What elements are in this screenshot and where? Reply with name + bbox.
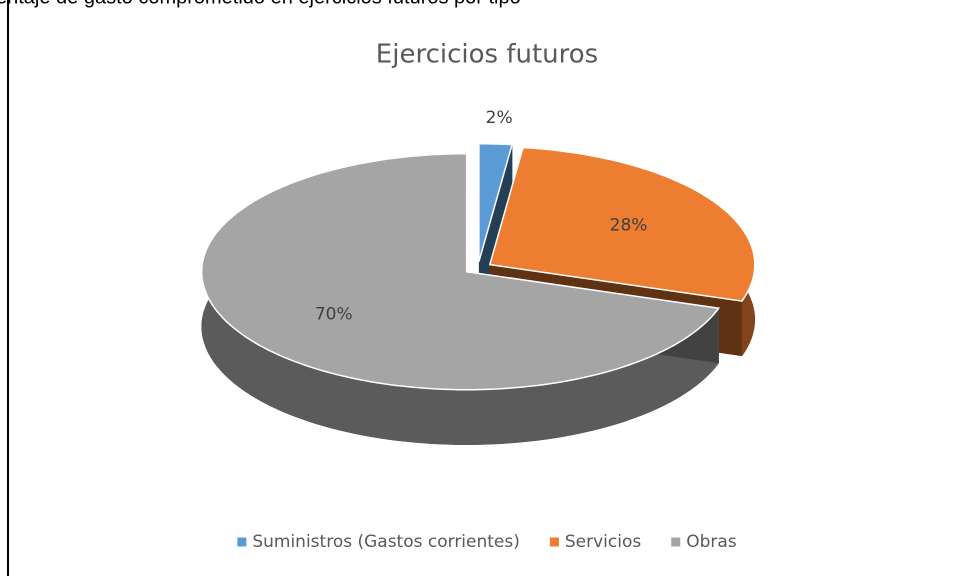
pie-tops	[200, 142, 756, 391]
slice	[488, 146, 756, 302]
legend-swatch	[671, 537, 681, 547]
data-label: 28%	[610, 215, 648, 235]
legend-swatch	[237, 537, 247, 547]
slice-wall	[478, 144, 513, 317]
cropped-header: entaje de gasto comprometido en ejercici…	[0, 0, 521, 8]
legend-label: Servicios	[565, 532, 641, 552]
data-label: 70%	[315, 305, 353, 325]
slice	[200, 152, 721, 391]
slice	[478, 142, 514, 262]
data-label: 2%	[486, 108, 513, 128]
legend-label: Suministros (Gastos corrientes)	[252, 532, 520, 552]
chart-title: Ejercicios futuros	[376, 40, 598, 70]
legend-swatch	[549, 537, 559, 547]
legend-label: Obras	[686, 532, 737, 552]
